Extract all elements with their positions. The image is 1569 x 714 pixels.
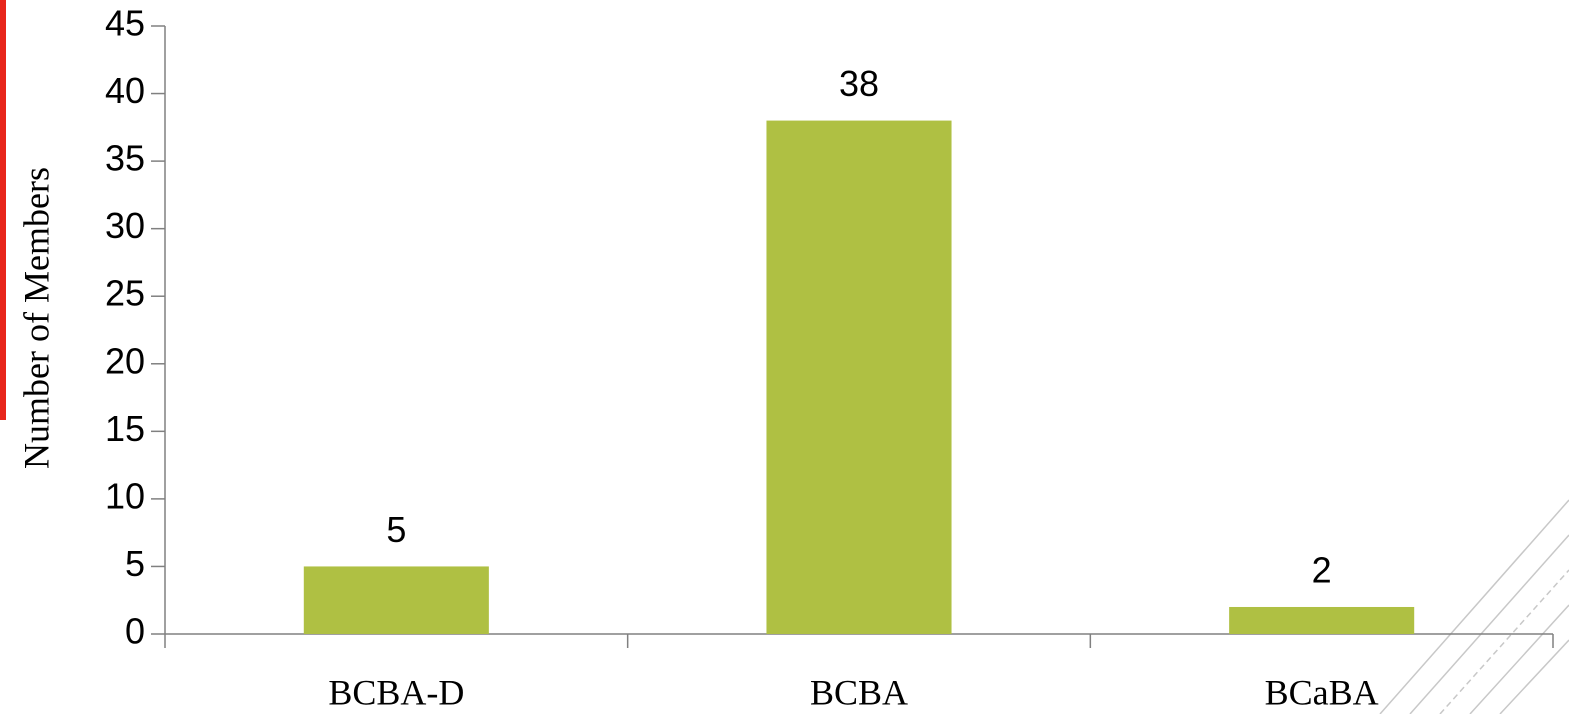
data-label: 2 xyxy=(1312,549,1332,590)
x-tick-label: BCBA-D xyxy=(328,672,464,712)
bar xyxy=(766,120,952,635)
y-tick-label: 40 xyxy=(105,70,145,111)
y-tick-label: 5 xyxy=(125,543,145,584)
y-tick-label: 30 xyxy=(105,205,145,246)
y-tick-label: 25 xyxy=(105,273,145,314)
bar xyxy=(303,566,489,634)
y-tick-label: 15 xyxy=(105,408,145,449)
y-tick-label: 45 xyxy=(105,3,145,44)
y-axis-title: Number of Members xyxy=(16,167,56,469)
x-tick-label: BCaBA xyxy=(1265,672,1379,712)
data-label: 38 xyxy=(839,63,879,104)
accent-bar xyxy=(0,0,6,420)
data-label: 5 xyxy=(386,509,406,550)
x-tick-label: BCBA xyxy=(810,672,908,712)
y-tick-label: 0 xyxy=(125,611,145,652)
y-tick-label: 20 xyxy=(105,340,145,381)
y-tick-label: 10 xyxy=(105,475,145,516)
y-tick-label: 35 xyxy=(105,138,145,179)
decoration xyxy=(1379,499,1569,714)
bar xyxy=(1229,606,1415,634)
